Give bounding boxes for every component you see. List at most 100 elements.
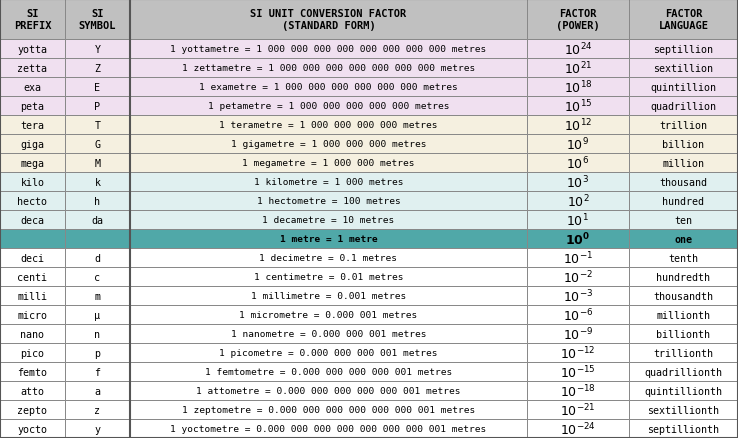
Text: 1 zeptometre = 0.000 000 000 000 000 000 001 metres: 1 zeptometre = 0.000 000 000 000 000 000… bbox=[182, 405, 475, 414]
Text: milli: milli bbox=[18, 291, 47, 301]
Text: P: P bbox=[94, 102, 100, 112]
Bar bbox=[130, 230, 527, 249]
Bar bbox=[629, 135, 738, 154]
Text: atto: atto bbox=[21, 386, 44, 396]
Text: 1 decimetre = 0.1 metres: 1 decimetre = 0.1 metres bbox=[260, 254, 397, 262]
Text: one: one bbox=[675, 234, 692, 244]
Text: quintillion: quintillion bbox=[650, 83, 717, 92]
Bar bbox=[65, 154, 130, 173]
Bar bbox=[0, 419, 65, 438]
Text: 1 megametre = 1 000 000 metres: 1 megametre = 1 000 000 metres bbox=[242, 159, 415, 168]
Text: E: E bbox=[94, 83, 100, 92]
Text: $10^{1}$: $10^{1}$ bbox=[567, 212, 589, 229]
Bar bbox=[629, 211, 738, 230]
Bar bbox=[130, 116, 527, 135]
Text: T: T bbox=[94, 120, 100, 131]
Bar bbox=[527, 116, 629, 135]
Text: f: f bbox=[94, 367, 100, 377]
Text: 1 attometre = 0.000 000 000 000 000 001 metres: 1 attometre = 0.000 000 000 000 000 001 … bbox=[196, 386, 461, 395]
Bar bbox=[629, 325, 738, 343]
Bar bbox=[0, 268, 65, 286]
Text: G: G bbox=[94, 139, 100, 149]
Bar bbox=[629, 116, 738, 135]
Text: p: p bbox=[94, 348, 100, 358]
Text: 1 metre = 1 metre: 1 metre = 1 metre bbox=[280, 235, 377, 244]
Text: 1 yoctometre = 0.000 000 000 000 000 000 000 001 metres: 1 yoctometre = 0.000 000 000 000 000 000… bbox=[170, 424, 486, 433]
Text: m: m bbox=[94, 291, 100, 301]
Bar bbox=[65, 230, 130, 249]
Bar bbox=[0, 325, 65, 343]
Bar bbox=[629, 230, 738, 249]
Text: $10^{9}$: $10^{9}$ bbox=[566, 136, 590, 153]
Bar bbox=[0, 192, 65, 211]
Text: 1 centimetre = 0.01 metres: 1 centimetre = 0.01 metres bbox=[254, 272, 403, 282]
Text: kilo: kilo bbox=[21, 177, 44, 187]
Text: thousand: thousand bbox=[659, 177, 708, 187]
Text: 1 kilometre = 1 000 metres: 1 kilometre = 1 000 metres bbox=[254, 178, 403, 187]
Text: $10^{21}$: $10^{21}$ bbox=[564, 60, 592, 77]
Bar bbox=[629, 419, 738, 438]
Text: centi: centi bbox=[18, 272, 47, 282]
Text: n: n bbox=[94, 329, 100, 339]
Text: da: da bbox=[92, 215, 103, 225]
Bar bbox=[527, 305, 629, 325]
Text: Z: Z bbox=[94, 64, 100, 74]
Bar bbox=[130, 305, 527, 325]
Text: d: d bbox=[94, 253, 100, 263]
Bar bbox=[65, 305, 130, 325]
Bar bbox=[65, 0, 130, 40]
Bar bbox=[527, 343, 629, 362]
Bar bbox=[130, 173, 527, 192]
Text: $10^{-21}$: $10^{-21}$ bbox=[560, 401, 596, 418]
Text: 1 gigametre = 1 000 000 000 metres: 1 gigametre = 1 000 000 000 metres bbox=[231, 140, 426, 149]
Text: trillionth: trillionth bbox=[653, 348, 714, 358]
Bar bbox=[629, 362, 738, 381]
Text: SI
SYMBOL: SI SYMBOL bbox=[79, 9, 116, 31]
Text: $10^{-2}$: $10^{-2}$ bbox=[563, 269, 593, 285]
Bar bbox=[130, 0, 527, 40]
Text: 1 femtometre = 0.000 000 000 000 001 metres: 1 femtometre = 0.000 000 000 000 001 met… bbox=[204, 367, 452, 376]
Bar bbox=[629, 0, 738, 40]
Bar bbox=[629, 192, 738, 211]
Text: 1 nanometre = 0.000 000 001 metres: 1 nanometre = 0.000 000 001 metres bbox=[231, 329, 426, 338]
Bar bbox=[629, 173, 738, 192]
Text: ten: ten bbox=[675, 215, 692, 225]
Text: sextillion: sextillion bbox=[653, 64, 714, 74]
Text: Y: Y bbox=[94, 45, 100, 55]
Text: a: a bbox=[94, 386, 100, 396]
Text: 1 yottametre = 1 000 000 000 000 000 000 000 000 metres: 1 yottametre = 1 000 000 000 000 000 000… bbox=[170, 45, 486, 54]
Text: septillion: septillion bbox=[653, 45, 714, 55]
Text: FACTOR
(POWER): FACTOR (POWER) bbox=[556, 9, 600, 31]
Bar bbox=[0, 249, 65, 268]
Bar bbox=[629, 59, 738, 78]
Bar bbox=[527, 419, 629, 438]
Text: billion: billion bbox=[663, 139, 704, 149]
Bar bbox=[65, 40, 130, 59]
Bar bbox=[527, 400, 629, 419]
Text: $10^{-15}$: $10^{-15}$ bbox=[560, 364, 596, 380]
Bar bbox=[65, 78, 130, 97]
Bar bbox=[629, 286, 738, 305]
Bar bbox=[629, 381, 738, 400]
Text: 1 terametre = 1 000 000 000 000 metres: 1 terametre = 1 000 000 000 000 metres bbox=[219, 121, 438, 130]
Bar bbox=[0, 154, 65, 173]
Text: k: k bbox=[94, 177, 100, 187]
Bar bbox=[130, 135, 527, 154]
Bar bbox=[65, 268, 130, 286]
Bar bbox=[629, 305, 738, 325]
Bar bbox=[130, 154, 527, 173]
Text: z: z bbox=[94, 405, 100, 415]
Bar bbox=[0, 286, 65, 305]
Bar bbox=[130, 325, 527, 343]
Bar bbox=[130, 192, 527, 211]
Text: deci: deci bbox=[21, 253, 44, 263]
Bar bbox=[0, 40, 65, 59]
Text: zepto: zepto bbox=[18, 405, 47, 415]
Bar bbox=[527, 192, 629, 211]
Bar bbox=[130, 97, 527, 116]
Bar bbox=[527, 230, 629, 249]
Bar bbox=[527, 40, 629, 59]
Bar bbox=[65, 325, 130, 343]
Bar bbox=[629, 97, 738, 116]
Text: 1 decametre = 10 metres: 1 decametre = 10 metres bbox=[262, 216, 395, 225]
